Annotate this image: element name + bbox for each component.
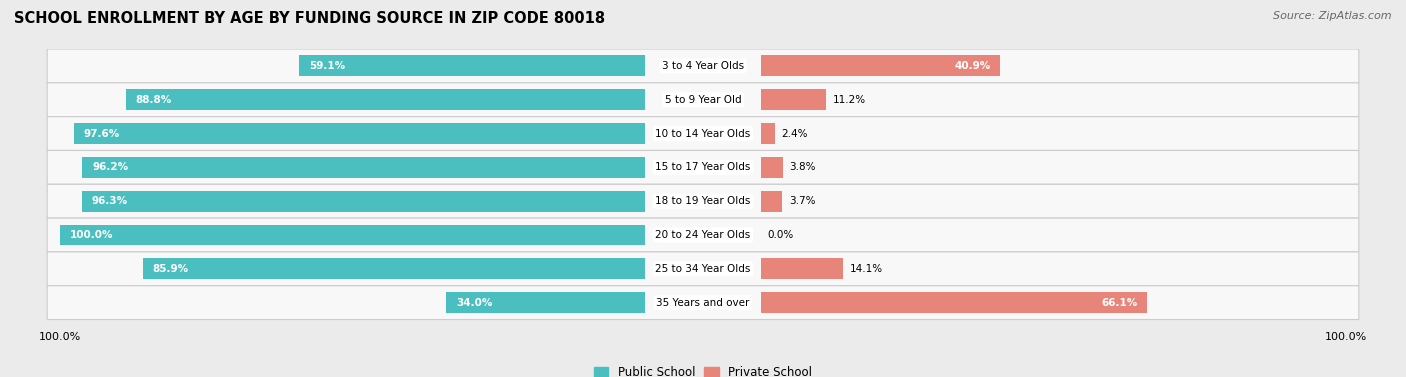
Bar [761,55,1000,77]
FancyBboxPatch shape [48,49,1358,83]
Text: 96.3%: 96.3% [91,196,128,206]
Text: 2.4%: 2.4% [782,129,808,139]
Bar [125,89,645,110]
Bar [83,157,645,178]
Text: 18 to 19 Year Olds: 18 to 19 Year Olds [655,196,751,206]
FancyBboxPatch shape [48,286,1358,320]
Text: 66.1%: 66.1% [1101,297,1137,308]
Bar [60,225,645,245]
Bar [82,191,645,211]
Text: 5 to 9 Year Old: 5 to 9 Year Old [665,95,741,105]
Bar [761,258,844,279]
Text: 96.2%: 96.2% [93,162,128,172]
FancyBboxPatch shape [48,116,1358,150]
FancyBboxPatch shape [48,83,1358,116]
Text: 3.7%: 3.7% [789,196,815,206]
Bar [446,292,645,313]
Text: 0.0%: 0.0% [768,230,793,240]
Text: 14.1%: 14.1% [849,264,883,274]
Text: 11.2%: 11.2% [832,95,866,105]
Text: 3 to 4 Year Olds: 3 to 4 Year Olds [662,61,744,71]
Bar [75,123,645,144]
Bar [761,191,783,211]
Bar [761,123,775,144]
FancyBboxPatch shape [48,184,1358,218]
Text: 15 to 17 Year Olds: 15 to 17 Year Olds [655,162,751,172]
Text: 59.1%: 59.1% [309,61,346,71]
FancyBboxPatch shape [48,252,1358,286]
Text: 40.9%: 40.9% [955,61,990,71]
Text: 25 to 34 Year Olds: 25 to 34 Year Olds [655,264,751,274]
Text: 97.6%: 97.6% [84,129,120,139]
Text: 10 to 14 Year Olds: 10 to 14 Year Olds [655,129,751,139]
Text: 100.0%: 100.0% [70,230,114,240]
Legend: Public School, Private School: Public School, Private School [589,361,817,377]
Text: Source: ZipAtlas.com: Source: ZipAtlas.com [1274,11,1392,21]
Text: 88.8%: 88.8% [135,95,172,105]
Text: 34.0%: 34.0% [456,297,492,308]
Text: 20 to 24 Year Olds: 20 to 24 Year Olds [655,230,751,240]
Text: 85.9%: 85.9% [152,264,188,274]
Bar [143,258,645,279]
Bar [761,292,1147,313]
Bar [761,89,827,110]
FancyBboxPatch shape [48,218,1358,252]
Bar [299,55,645,77]
Text: SCHOOL ENROLLMENT BY AGE BY FUNDING SOURCE IN ZIP CODE 80018: SCHOOL ENROLLMENT BY AGE BY FUNDING SOUR… [14,11,605,26]
FancyBboxPatch shape [48,150,1358,184]
Text: 3.8%: 3.8% [790,162,815,172]
Text: 35 Years and over: 35 Years and over [657,297,749,308]
Bar [761,157,783,178]
